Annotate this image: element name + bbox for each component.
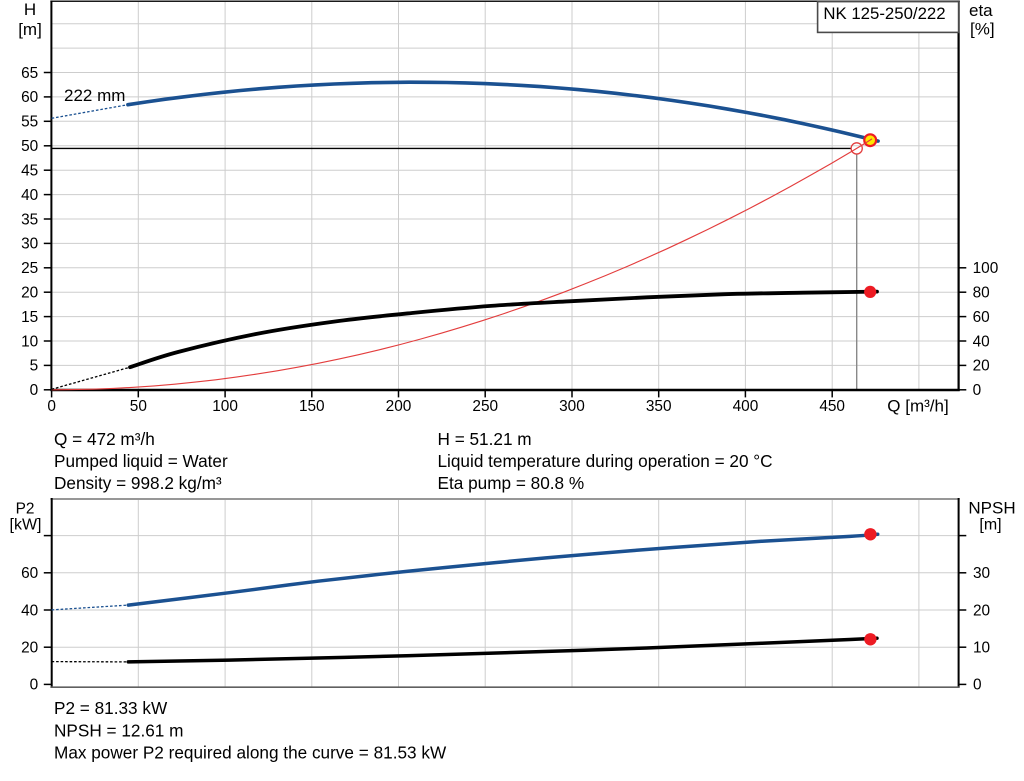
svg-text:222 mm: 222 mm xyxy=(64,86,125,105)
svg-text:[kW]: [kW] xyxy=(10,516,42,533)
svg-text:100: 100 xyxy=(973,260,999,277)
svg-text:P2: P2 xyxy=(16,500,35,517)
svg-text:0: 0 xyxy=(973,382,982,399)
svg-text:15: 15 xyxy=(21,309,38,326)
svg-text:20: 20 xyxy=(973,358,990,375)
svg-text:0: 0 xyxy=(973,677,982,694)
svg-text:Q [m³/h]: Q [m³/h] xyxy=(887,396,948,415)
svg-text:45: 45 xyxy=(21,162,38,179)
svg-text:100: 100 xyxy=(212,398,238,415)
svg-text:H = 51.21 m: H = 51.21 m xyxy=(438,429,532,449)
svg-text:Pumped liquid = Water: Pumped liquid = Water xyxy=(54,451,228,471)
svg-text:60: 60 xyxy=(21,565,38,582)
svg-text:0: 0 xyxy=(30,382,39,399)
svg-text:20: 20 xyxy=(973,602,990,619)
svg-text:40: 40 xyxy=(21,187,38,204)
svg-text:35: 35 xyxy=(21,211,38,228)
svg-text:NK 125-250/222: NK 125-250/222 xyxy=(823,4,945,23)
svg-text:60: 60 xyxy=(973,309,990,326)
svg-text:450: 450 xyxy=(819,398,845,415)
svg-text:20: 20 xyxy=(21,640,38,657)
svg-text:25: 25 xyxy=(21,260,38,277)
svg-text:30: 30 xyxy=(21,236,38,253)
svg-text:0: 0 xyxy=(47,398,56,415)
svg-text:10: 10 xyxy=(21,333,38,350)
svg-text:Q = 472 m³/h: Q = 472 m³/h xyxy=(54,429,155,449)
svg-text:30: 30 xyxy=(973,565,990,582)
svg-text:40: 40 xyxy=(21,602,38,619)
svg-text:40: 40 xyxy=(973,333,990,350)
svg-text:400: 400 xyxy=(733,398,759,415)
svg-text:NPSH: NPSH xyxy=(968,498,1015,517)
svg-text:20: 20 xyxy=(21,284,38,301)
svg-text:150: 150 xyxy=(299,398,325,415)
svg-text:65: 65 xyxy=(21,65,38,82)
svg-text:0: 0 xyxy=(30,677,39,694)
svg-text:Liquid temperature during oper: Liquid temperature during operation = 20… xyxy=(438,451,773,471)
svg-text:5: 5 xyxy=(30,358,39,375)
svg-text:eta: eta xyxy=(969,1,993,20)
svg-text:50: 50 xyxy=(21,138,38,155)
svg-text:Eta pump = 80.8 %: Eta pump = 80.8 % xyxy=(438,473,585,493)
svg-text:[m]: [m] xyxy=(979,517,1001,534)
svg-text:200: 200 xyxy=(386,398,412,415)
svg-text:NPSH = 12.61 m: NPSH = 12.61 m xyxy=(54,720,183,740)
svg-text:[m]: [m] xyxy=(18,20,42,39)
svg-text:80: 80 xyxy=(973,284,990,301)
svg-text:[%]: [%] xyxy=(970,20,995,39)
svg-text:350: 350 xyxy=(646,398,672,415)
svg-text:60: 60 xyxy=(21,89,38,106)
svg-text:H: H xyxy=(24,0,36,19)
svg-text:Density = 998.2 kg/m³: Density = 998.2 kg/m³ xyxy=(54,473,222,493)
svg-text:300: 300 xyxy=(559,398,585,415)
svg-text:Max power P2 required along th: Max power P2 required along the curve = … xyxy=(54,743,447,763)
svg-text:55: 55 xyxy=(21,114,38,131)
svg-text:50: 50 xyxy=(130,398,147,415)
svg-text:250: 250 xyxy=(472,398,498,415)
svg-text:P2 = 81.33 kW: P2 = 81.33 kW xyxy=(54,698,168,718)
svg-text:10: 10 xyxy=(973,640,990,657)
